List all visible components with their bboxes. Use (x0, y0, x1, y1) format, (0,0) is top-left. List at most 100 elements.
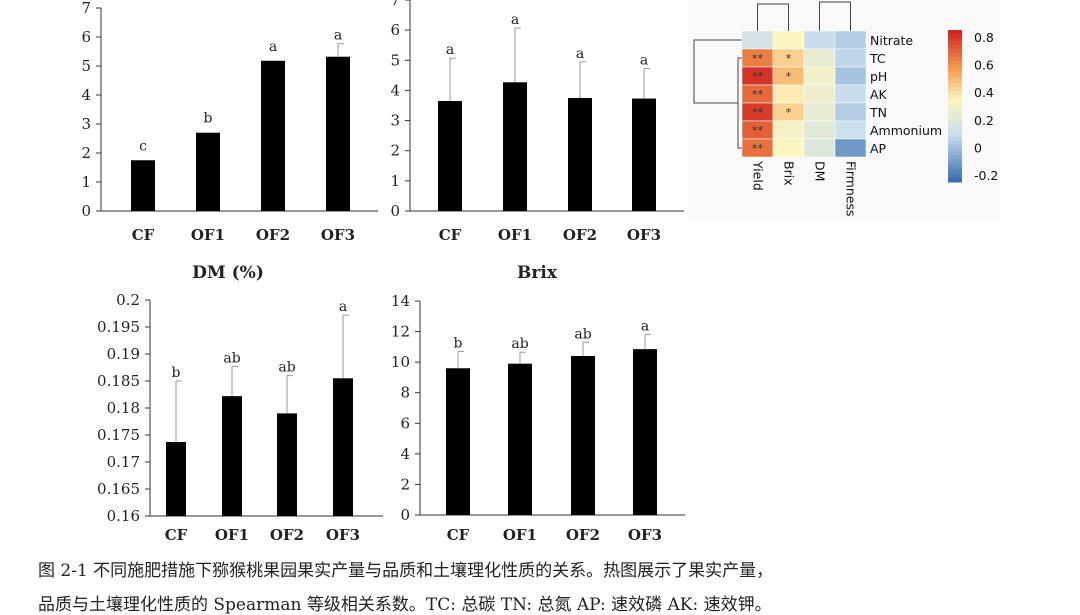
heatmap-cell (772, 138, 805, 158)
significance-label: b (172, 365, 181, 381)
category-label: OF3 (628, 526, 662, 544)
significance-star: * (786, 52, 792, 65)
significance-label: b (454, 335, 463, 351)
y-tick-label: 5 (81, 57, 91, 75)
colorbar-segment (948, 37, 962, 42)
significance-label: b (204, 111, 213, 127)
category-label: CF (447, 526, 470, 544)
bar (446, 368, 470, 515)
y-tick-label: 6 (390, 21, 400, 39)
colorbar-segment (948, 174, 962, 179)
y-tick-label: 4 (81, 86, 91, 104)
colorbar-segment (948, 128, 962, 134)
colorbar-segment (948, 49, 962, 54)
heatmap-row-label: AK (870, 87, 888, 102)
category-label: OF2 (256, 226, 290, 244)
colorbar-segment (948, 109, 962, 115)
y-tick-label: 4 (400, 445, 410, 463)
colorbar-segment (948, 56, 962, 61)
colorbar-segment (948, 144, 962, 149)
colorbar-segment (948, 75, 962, 80)
heatmap-cell (772, 84, 805, 104)
significance-label: a (511, 12, 519, 28)
y-tick-label: 6 (81, 28, 91, 46)
category-label: OF2 (270, 526, 304, 544)
category-label: OF3 (627, 226, 661, 244)
colorbar-segment (948, 52, 962, 58)
heatmap-cell (834, 120, 867, 140)
y-tick-label: 8 (400, 384, 410, 402)
heatmap-cell (834, 48, 867, 68)
heatmap-cell (834, 84, 867, 104)
colorbar-segment (948, 125, 962, 130)
colorbar-segment (948, 60, 962, 65)
y-tick-label: 2 (81, 144, 91, 162)
heatmap-column-label: DM (813, 161, 828, 181)
colorbar-segment (948, 113, 962, 118)
colorbar-segment (948, 102, 962, 107)
y-tick-label: 3 (390, 112, 400, 130)
y-tick-label: 12 (391, 323, 410, 341)
significance-star: ** (752, 70, 764, 83)
bar (131, 160, 155, 211)
row-dendrogram (737, 57, 742, 149)
significance-star: ** (752, 124, 764, 137)
category-label: CF (165, 526, 188, 544)
y-tick-label: 14 (391, 292, 410, 310)
heatmap-cell (834, 66, 867, 86)
colorbar-segment (948, 121, 962, 126)
category-label: CF (132, 226, 155, 244)
figure-caption-line-2: 品质与土壤理化性质的 Spearman 等级相关系数。TC: 总碳 TN: 总氮… (38, 595, 772, 615)
bar (633, 349, 657, 515)
chart-title: Brix (517, 263, 558, 283)
y-tick-label: 0.195 (97, 318, 140, 336)
colorbar-tick-label: 0.2 (974, 113, 994, 128)
bar (333, 378, 353, 516)
colorbar-segment (948, 45, 962, 50)
y-tick-label: 0.19 (107, 345, 140, 363)
significance-label: ab (278, 360, 295, 376)
colorbar-segment (948, 94, 962, 99)
significance-label: c (139, 138, 147, 154)
y-tick-label: 7 (390, 0, 400, 9)
category-label: OF3 (326, 526, 360, 544)
column-dendrogram (819, 1, 851, 31)
heatmap-cell (803, 30, 836, 50)
category-label: OF1 (498, 226, 532, 244)
bar (222, 396, 242, 516)
category-label: OF1 (191, 226, 225, 244)
heatmap-row-label: pH (870, 69, 887, 84)
bar (166, 442, 186, 516)
colorbar-tick-label: 0.4 (974, 85, 994, 100)
y-tick-label: 0.2 (116, 291, 140, 309)
colorbar-segment (948, 170, 962, 175)
heatmap-column-label: Firmness (844, 161, 859, 217)
colorbar-segment (948, 98, 962, 103)
colorbar-segment (948, 68, 962, 73)
y-tick-label: 0 (81, 202, 91, 220)
colorbar-segment (948, 178, 962, 183)
significance-label: a (334, 28, 342, 44)
category-label: OF1 (215, 526, 249, 544)
colorbar-segment (948, 117, 962, 122)
heatmap-cell (803, 138, 836, 158)
colorbar-segment (948, 140, 962, 145)
y-tick-label: 4 (390, 81, 400, 99)
category-label: CF (439, 226, 462, 244)
colorbar-segment (948, 33, 962, 39)
bar (632, 98, 656, 211)
y-tick-label: 0.165 (97, 480, 140, 498)
y-tick-label: 0.185 (97, 372, 140, 390)
significance-label: a (269, 39, 277, 55)
colorbar-segment (948, 87, 962, 92)
colorbar-segment (948, 90, 962, 96)
colorbar-segment (948, 147, 962, 153)
heatmap-cell (772, 30, 805, 50)
colorbar-segment (948, 151, 962, 156)
y-tick-label: 5 (390, 51, 400, 69)
significance-star: * (786, 70, 792, 83)
y-tick-label: 0.18 (107, 399, 140, 417)
significance-star: ** (752, 142, 764, 155)
colorbar-tick-label: -0.2 (974, 168, 998, 183)
